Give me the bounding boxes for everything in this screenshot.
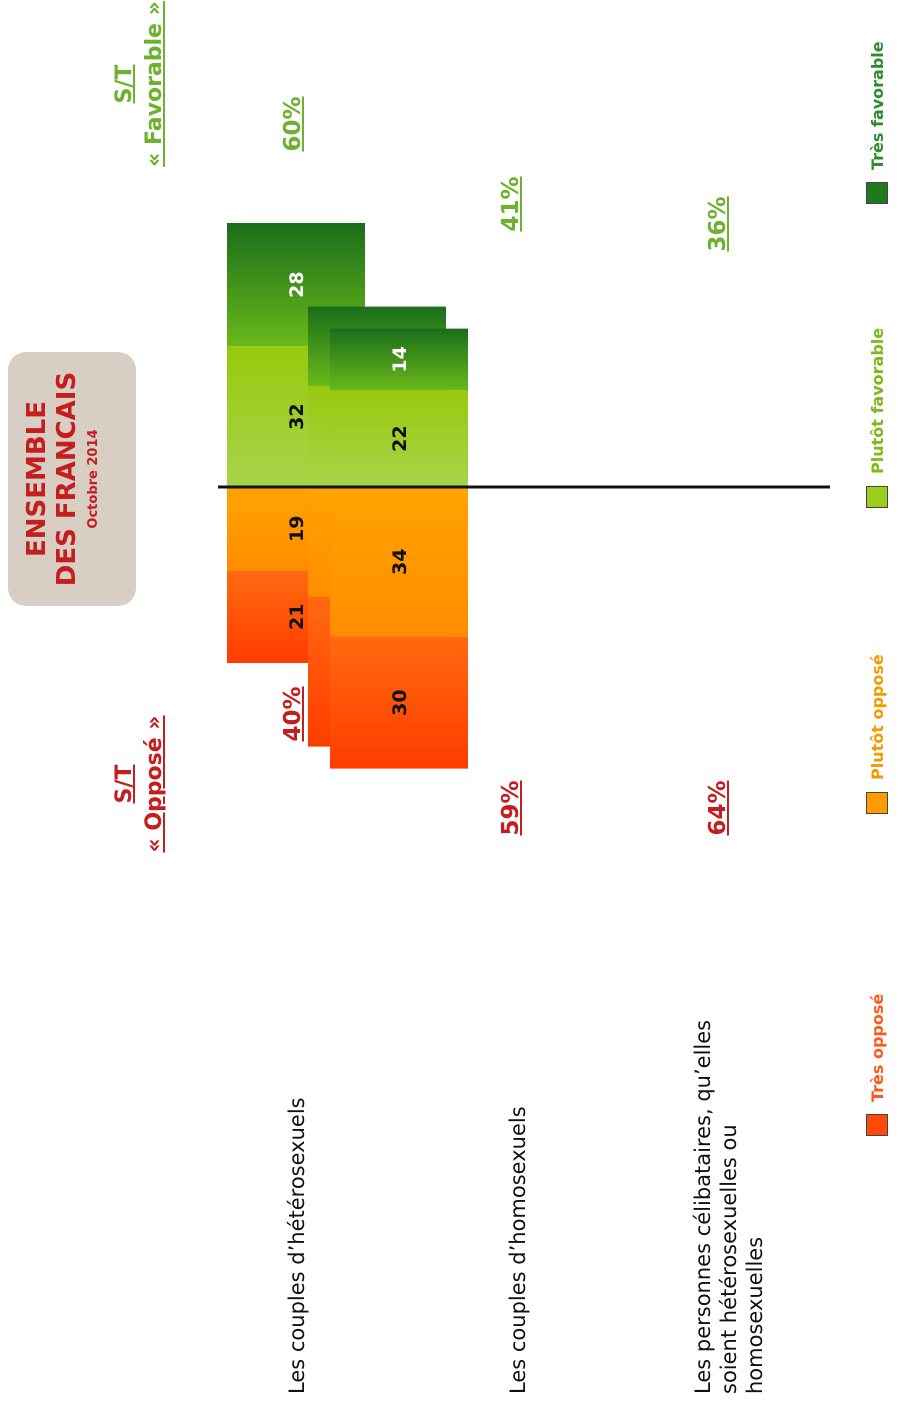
chart-subtitle: Octobre 2014: [86, 429, 101, 529]
favorable-header-line-2: « Favorable »: [142, 1, 167, 167]
value-label-tres-favorable-2: 14: [389, 346, 411, 372]
chart-title-line-1: ENSEMBLE: [22, 400, 52, 558]
legend-swatch-tres-oppose: [866, 1114, 888, 1136]
chart-title-line-2: DES FRANCAIS: [52, 371, 82, 587]
legend-item-plutot-favorable: Plutôt favorable: [862, 328, 892, 508]
bar-tres-favorable-2: [330, 328, 468, 391]
total-favorable-2: 36%: [705, 196, 731, 252]
value-label-tres-oppose-2: 30: [389, 689, 411, 715]
opposed-header-line-1: S/T: [112, 764, 137, 804]
total-opposed-2: 64%: [705, 780, 731, 836]
legend-label-tres-oppose: Très opposé: [867, 993, 887, 1102]
legend-item-plutot-oppose: Plutôt opposé: [862, 654, 892, 814]
total-opposed-0: 40%: [280, 686, 306, 742]
chart-title-box: ENSEMBLE DES FRANCAIS Octobre 2014: [8, 352, 136, 606]
value-label-plutot-oppose-2: 34: [389, 549, 411, 575]
legend-swatch-tres-favorable: [866, 182, 888, 204]
bar-plutot-favorable-2: [330, 390, 468, 487]
value-label-tres-oppose-0: 21: [286, 604, 308, 630]
value-label-tres-favorable-0: 28: [286, 271, 308, 297]
legend-swatch-plutot-oppose: [866, 792, 888, 814]
bar-tres-oppose-2: [330, 636, 468, 769]
opposed-header: S/T « Opposé »: [110, 664, 170, 904]
category-label-2: Les personnes célibataires, qu’elles soi…: [691, 1019, 767, 1394]
legend-swatch-plutot-favorable: [866, 486, 888, 508]
total-opposed-1: 59%: [498, 780, 524, 836]
total-favorable-0: 60%: [280, 96, 306, 152]
bar-plutot-oppose-2: [330, 486, 468, 637]
legend-label-plutot-favorable: Plutôt favorable: [867, 327, 887, 474]
value-label-plutot-favorable-0: 32: [286, 403, 308, 429]
category-label-0: Les couples d’hétérosexuels: [285, 1097, 309, 1394]
opposed-header-line-2: « Opposé »: [142, 715, 167, 853]
favorable-header-line-1: S/T: [112, 64, 137, 104]
legend-item-tres-favorable: Très favorable: [862, 41, 892, 204]
total-favorable-1: 41%: [498, 176, 524, 232]
value-label-plutot-oppose-0: 19: [286, 516, 308, 542]
value-label-plutot-favorable-2: 22: [389, 425, 411, 451]
legend-label-tres-favorable: Très favorable: [867, 41, 887, 170]
legend-label-plutot-oppose: Plutôt opposé: [867, 654, 887, 780]
category-label-1: Les couples d’homosexuels: [506, 1106, 530, 1394]
legend-item-tres-oppose: Très opposé: [862, 994, 892, 1136]
favorable-header: S/T « Favorable »: [110, 0, 170, 204]
